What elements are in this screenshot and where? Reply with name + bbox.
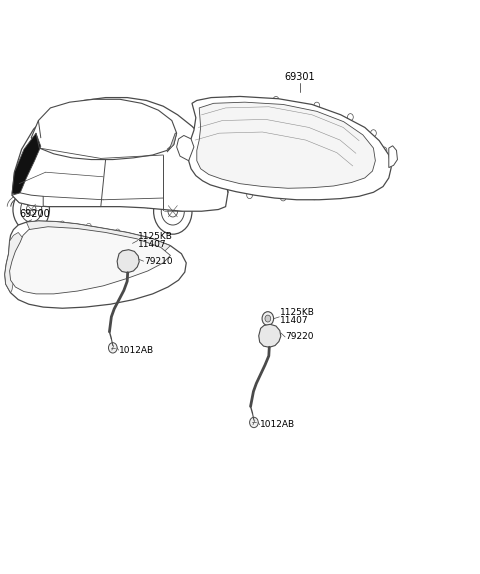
Ellipse shape	[76, 259, 85, 269]
Ellipse shape	[27, 247, 38, 258]
Text: 69200: 69200	[19, 210, 50, 219]
Bar	[209, 161, 254, 184]
Ellipse shape	[58, 250, 120, 276]
Circle shape	[123, 240, 129, 247]
Polygon shape	[5, 221, 186, 308]
Text: 11407: 11407	[138, 240, 167, 249]
Polygon shape	[167, 133, 177, 152]
Text: 79220: 79220	[286, 332, 314, 342]
Ellipse shape	[26, 265, 39, 286]
Bar	[210, 142, 249, 160]
Bar	[330, 162, 366, 185]
Polygon shape	[26, 221, 170, 253]
Ellipse shape	[57, 281, 66, 296]
Text: 1012AB: 1012AB	[119, 346, 154, 355]
Circle shape	[265, 315, 271, 322]
Polygon shape	[31, 99, 177, 160]
Polygon shape	[259, 324, 281, 347]
Text: 1125KB: 1125KB	[280, 308, 315, 317]
Bar	[259, 163, 305, 186]
Polygon shape	[117, 250, 139, 273]
Polygon shape	[12, 98, 228, 211]
Circle shape	[250, 417, 258, 428]
Polygon shape	[197, 102, 375, 188]
Ellipse shape	[72, 285, 81, 297]
Circle shape	[108, 343, 117, 353]
Ellipse shape	[271, 137, 305, 160]
Text: 1125KB: 1125KB	[138, 232, 173, 241]
Circle shape	[120, 236, 132, 250]
Text: 69301: 69301	[285, 72, 315, 82]
Text: 1012AB: 1012AB	[260, 420, 295, 429]
Circle shape	[262, 312, 274, 325]
Ellipse shape	[268, 133, 308, 163]
Polygon shape	[5, 232, 23, 293]
Bar	[331, 156, 362, 172]
Polygon shape	[12, 133, 41, 195]
Ellipse shape	[88, 287, 96, 298]
Ellipse shape	[43, 274, 53, 290]
Polygon shape	[12, 193, 43, 207]
Polygon shape	[389, 146, 397, 168]
Polygon shape	[10, 227, 170, 294]
Circle shape	[24, 197, 29, 203]
Ellipse shape	[60, 256, 69, 265]
Polygon shape	[177, 135, 194, 161]
Ellipse shape	[43, 252, 53, 262]
Text: 79210: 79210	[144, 257, 173, 266]
Polygon shape	[189, 96, 391, 200]
Text: 11407: 11407	[280, 316, 309, 325]
Ellipse shape	[62, 253, 115, 273]
